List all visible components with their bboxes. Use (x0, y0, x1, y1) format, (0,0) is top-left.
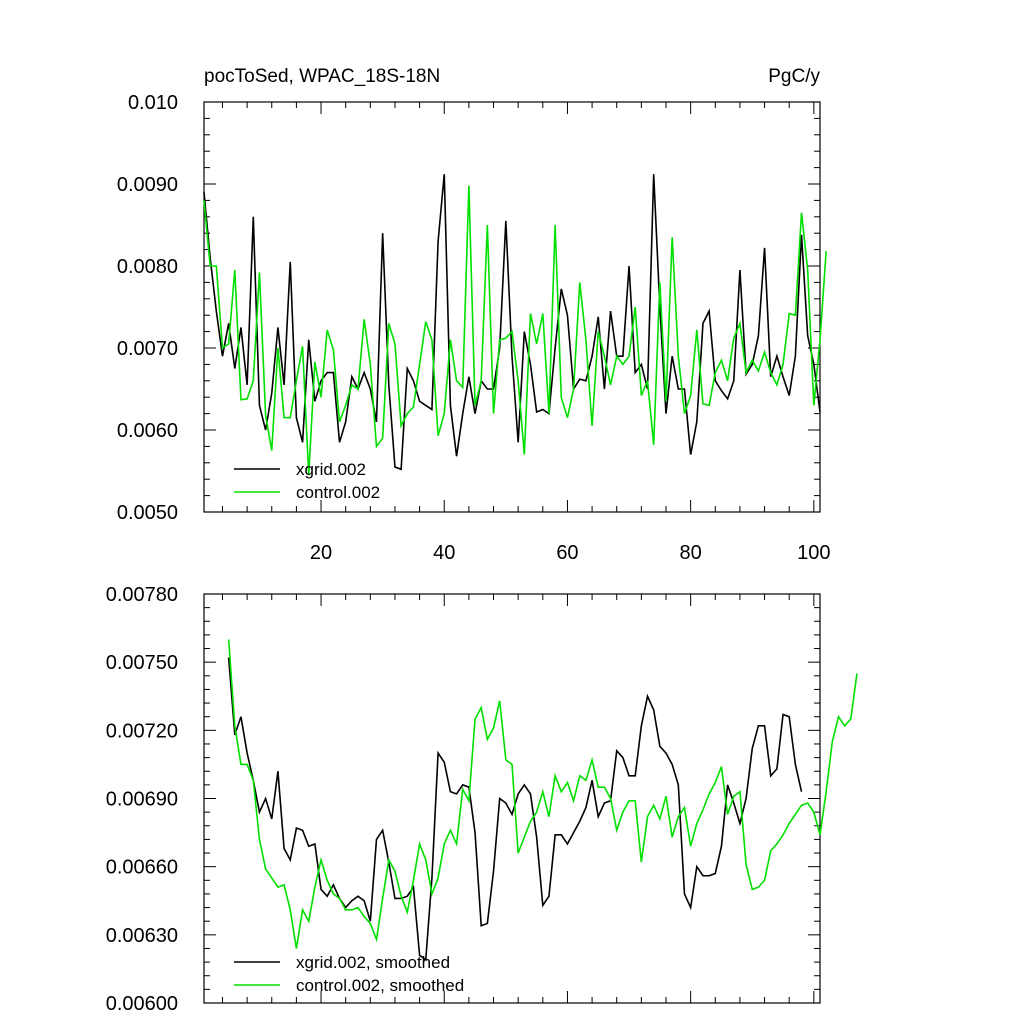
top-legend-label: control.002 (296, 483, 380, 502)
bottom-y-tick-label: 0.00780 (106, 584, 178, 606)
bottom-y-tick-label: 0.00600 (106, 993, 178, 1015)
bottom-y-tick-label: 0.00630 (106, 925, 178, 947)
top-legend-label: xgrid.002 (296, 460, 366, 479)
top-y-tick-label: 0.010 (128, 92, 178, 114)
top-y-tick-label: 0.0080 (117, 256, 178, 278)
top-y-tick-label: 0.0050 (117, 502, 178, 524)
bottom-y-tick-label: 0.00660 (106, 857, 178, 879)
bottom-y-tick-label: 0.00720 (106, 720, 178, 742)
top-y-tick-label: 0.0060 (117, 420, 178, 442)
bottom-y-tick-label: 0.00690 (106, 789, 178, 811)
bottom-legend-label: control.002, smoothed (296, 976, 464, 995)
top-x-tick-label: 20 (310, 542, 332, 564)
top-x-tick-label: 40 (433, 542, 455, 564)
top-chart-units: PgC/y (768, 66, 820, 87)
bottom-panel: 0.00600 0.00630 0.00660 0.00690 0.00720 0.007… (106, 584, 858, 1015)
top-x-tick-label: 60 (556, 542, 578, 564)
bottom-series-line-control (227, 639, 858, 949)
top-y-tick-label: 0.0090 (117, 174, 178, 196)
top-y-tick-label: 0.0070 (117, 338, 178, 360)
top-plot-frame (203, 101, 821, 513)
top-series-line-xgrid (203, 174, 821, 471)
top-panel: pocToSed, WPAC_18S-18N PgC/y 0.0050 0.006… (117, 66, 831, 564)
top-x-tick-label: 80 (680, 542, 702, 564)
bottom-y-tick-label: 0.00750 (106, 652, 178, 674)
top-x-tick-label: 100 (797, 542, 830, 564)
bottom-legend-label: xgrid.002, smoothed (296, 953, 450, 972)
top-series-line-control (203, 185, 827, 476)
top-chart-title: pocToSed, WPAC_18S-18N (204, 66, 440, 87)
